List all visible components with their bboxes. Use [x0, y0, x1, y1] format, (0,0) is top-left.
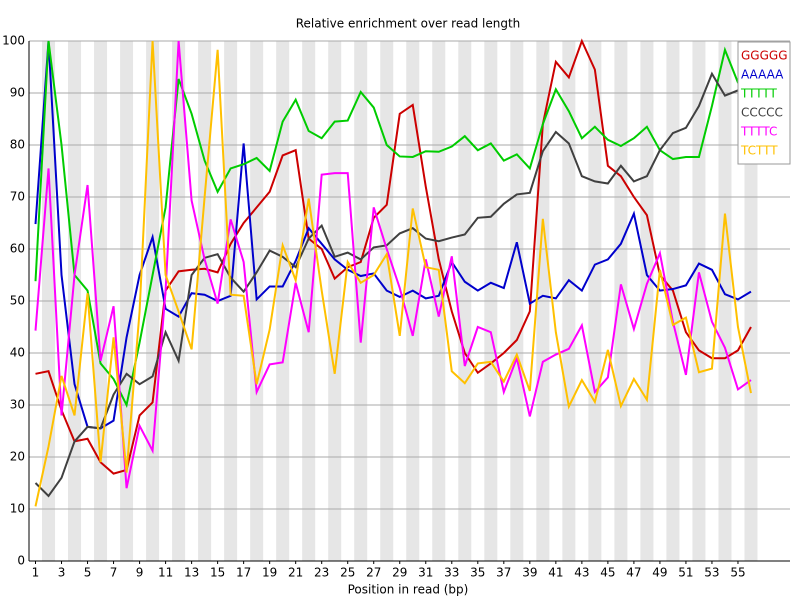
- series-line: [34, 40, 752, 409]
- x-tick-label: 35: [470, 566, 485, 580]
- series-line: [34, 40, 752, 489]
- x-tick-label: 55: [730, 566, 745, 580]
- x-tick-label: 25: [340, 566, 355, 580]
- legend-box: [737, 41, 791, 165]
- legend-entry: TTTTC: [740, 125, 777, 139]
- legend-entry: CCCCC: [741, 106, 783, 120]
- x-tick-label: 21: [288, 566, 303, 580]
- x-tick-label: 15: [210, 566, 225, 580]
- series-line: [35, 38, 752, 475]
- x-tick-label: 45: [600, 566, 615, 580]
- x-tick-label: 51: [678, 566, 693, 580]
- y-tick-label: 60: [10, 242, 25, 256]
- y-tick-label: 80: [10, 138, 25, 152]
- x-tick-label: 9: [136, 566, 144, 580]
- chart-title: Relative enrichment over read length: [296, 17, 521, 31]
- x-tick-label: 7: [110, 566, 118, 580]
- y-tick-label: 20: [10, 450, 25, 464]
- x-tick-label: 23: [314, 566, 329, 580]
- x-tick-label: 31: [418, 566, 433, 580]
- legend-entry: AAAAA: [741, 68, 784, 82]
- x-tick-label: 27: [366, 566, 381, 580]
- y-tick-label: 90: [10, 86, 25, 100]
- x-tick-label: 29: [392, 566, 407, 580]
- x-tick-label: 37: [496, 566, 511, 580]
- legend-entry: GGGGG: [741, 49, 788, 63]
- x-tick-label: 41: [548, 566, 563, 580]
- x-tick-label: 39: [522, 566, 537, 580]
- series-line: [34, 40, 752, 507]
- x-tick-label: 17: [236, 566, 251, 580]
- series-line: [34, 71, 752, 498]
- x-tick-label: 1: [32, 566, 40, 580]
- x-tick-label: 11: [158, 566, 173, 580]
- y-tick-label: 50: [10, 294, 25, 308]
- x-tick-label: 13: [184, 566, 199, 580]
- y-tick-label: 100: [2, 34, 25, 48]
- x-tick-label: 3: [58, 566, 66, 580]
- y-tick-label: 30: [10, 398, 25, 412]
- x-tick-label: 47: [626, 566, 641, 580]
- x-tick-label: 49: [652, 566, 667, 580]
- y-tick-label: 70: [10, 190, 25, 204]
- legend-entry: TTTTT: [740, 87, 777, 101]
- x-tick-label: 5: [84, 566, 92, 580]
- x-tick-label: 43: [574, 566, 589, 580]
- x-tick-label: 33: [444, 566, 459, 580]
- x-tick-label: 19: [262, 566, 277, 580]
- y-tick-label: 0: [17, 554, 25, 568]
- legend-entry: TCTTT: [740, 144, 778, 158]
- y-tick-label: 10: [10, 502, 25, 516]
- x-axis-label: Position in read (bp): [348, 583, 469, 597]
- x-tick-label: 53: [704, 566, 719, 580]
- y-tick-label: 40: [10, 346, 25, 360]
